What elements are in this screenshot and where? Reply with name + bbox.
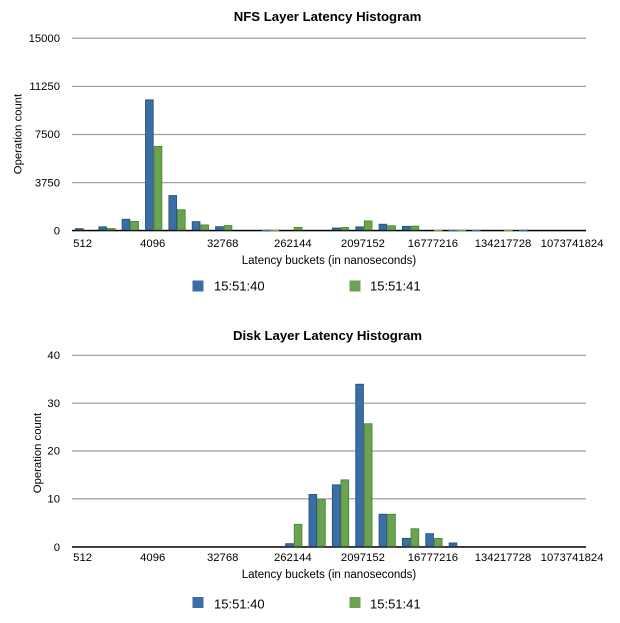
svg-text:1073741824: 1073741824 xyxy=(541,552,604,564)
svg-text:0: 0 xyxy=(54,542,60,554)
svg-text:512: 512 xyxy=(73,238,92,250)
svg-text:15:51:40: 15:51:40 xyxy=(214,279,265,294)
svg-text:4096: 4096 xyxy=(140,552,165,564)
svg-text:15000: 15000 xyxy=(29,33,60,45)
svg-text:15:51:41: 15:51:41 xyxy=(370,279,421,294)
svg-text:262144: 262144 xyxy=(274,552,312,564)
svg-text:Operation count: Operation count xyxy=(32,412,44,493)
svg-text:15:51:41: 15:51:41 xyxy=(370,596,421,611)
svg-text:512: 512 xyxy=(73,552,92,564)
svg-text:2097152: 2097152 xyxy=(341,238,385,250)
svg-text:262144: 262144 xyxy=(274,238,312,250)
svg-text:Disk Layer Latency Histogram: Disk Layer Latency Histogram xyxy=(233,328,422,343)
svg-text:NFS Layer Latency Histogram: NFS Layer Latency Histogram xyxy=(234,9,422,24)
svg-text:32768: 32768 xyxy=(207,238,238,250)
svg-text:134217728: 134217728 xyxy=(475,552,532,564)
svg-text:10: 10 xyxy=(47,494,60,506)
svg-text:40: 40 xyxy=(47,350,60,362)
svg-text:3750: 3750 xyxy=(35,177,60,189)
svg-text:Latency buckets (in nanosecond: Latency buckets (in nanoseconds) xyxy=(242,569,417,581)
svg-text:134217728: 134217728 xyxy=(475,238,532,250)
svg-text:20: 20 xyxy=(47,446,60,458)
svg-text:0: 0 xyxy=(54,226,60,238)
svg-text:16777216: 16777216 xyxy=(408,238,458,250)
svg-text:Operation count: Operation count xyxy=(13,93,25,174)
svg-text:Latency buckets (in nanosecond: Latency buckets (in nanoseconds) xyxy=(242,255,417,267)
svg-text:15:51:40: 15:51:40 xyxy=(214,596,265,611)
svg-text:32768: 32768 xyxy=(207,552,238,564)
svg-text:7500: 7500 xyxy=(35,129,60,141)
svg-text:4096: 4096 xyxy=(140,238,165,250)
svg-text:2097152: 2097152 xyxy=(341,552,385,564)
svg-text:1073741824: 1073741824 xyxy=(541,238,604,250)
svg-text:30: 30 xyxy=(47,398,60,410)
svg-text:11250: 11250 xyxy=(29,81,60,93)
svg-text:16777216: 16777216 xyxy=(408,552,458,564)
